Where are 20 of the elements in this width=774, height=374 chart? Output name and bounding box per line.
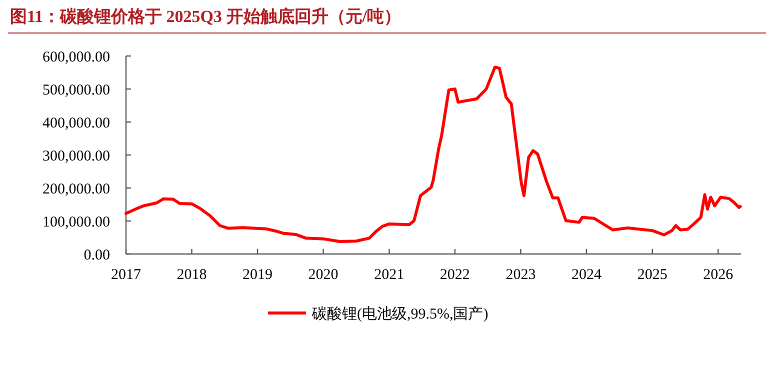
y-tick-label: 200,000.00 [42, 181, 110, 198]
x-tick-label: 2024 [571, 267, 602, 283]
y-tick-label: 100,000.00 [42, 214, 110, 230]
y-tick-label: 500,000.00 [42, 82, 110, 98]
chart-title: 图11：碳酸锂价格于 2025Q3 开始触底回升（元/吨） [10, 7, 402, 26]
line-series [124, 66, 742, 243]
x-tick-label: 2023 [506, 267, 536, 283]
y-tick-label: 400,000.00 [42, 115, 110, 132]
x-tick-label: 2020 [308, 267, 338, 283]
x-tick-label: 2021 [374, 267, 404, 283]
x-tick-label: 2025 [637, 267, 668, 283]
y-tick-label: 600,000.00 [42, 49, 110, 66]
x-tick-label: 2017 [111, 267, 142, 283]
x-tick-label: 2019 [242, 267, 273, 283]
x-tick-label: 2026 [703, 267, 734, 283]
legend-label: 碳酸锂(电池级,99.5%,国产) [311, 305, 488, 322]
x-tick-label: 2022 [440, 267, 470, 283]
y-tick-label: 300,000.00 [42, 148, 110, 164]
x-tick-label: 2018 [176, 267, 207, 283]
y-tick-label: 0.00 [84, 247, 110, 264]
